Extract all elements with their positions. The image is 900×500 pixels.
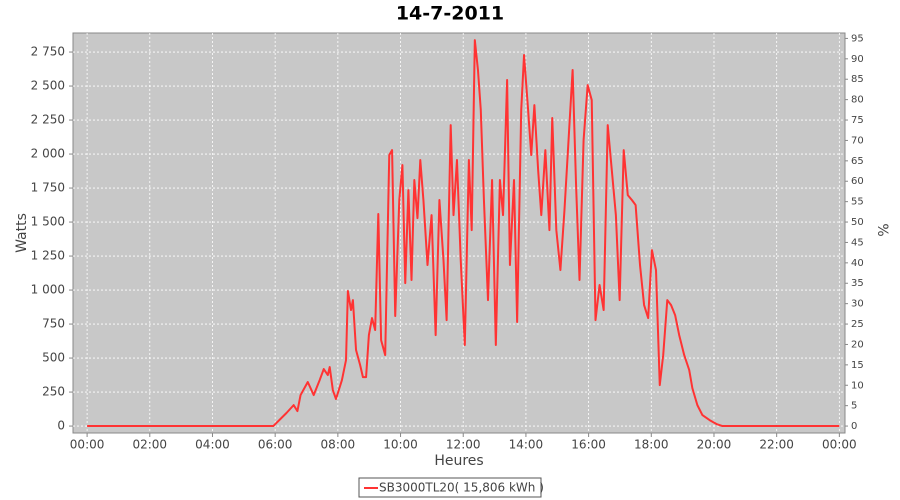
y2-tick-label: 70 (851, 135, 864, 146)
x-tick-label: 06:00 (258, 438, 293, 452)
x-tick-label: 12:00 (446, 438, 481, 452)
legend-box (358, 477, 542, 498)
x-tick-label: 02:00 (132, 438, 167, 452)
x-axis-label: Heures (434, 453, 483, 469)
y2-tick-label: 30 (851, 299, 864, 310)
y-tick-label: 2 750 (31, 45, 65, 59)
y2-tick-label: 75 (851, 115, 864, 126)
y2-tick-label: 0 (851, 421, 857, 432)
y2-tick-label: 95 (851, 33, 864, 44)
x-tick-label: 08:00 (321, 438, 356, 452)
x-tick-label: 20:00 (697, 438, 732, 452)
y2-tick-label: 60 (851, 176, 864, 187)
y2-tick-label: 10 (851, 380, 864, 391)
y-tick-label: 2 500 (31, 79, 65, 93)
y2-tick-label: 35 (851, 278, 864, 289)
x-tick-label: 18:00 (634, 438, 669, 452)
y2-tick-label: 85 (851, 74, 864, 85)
y-tick-label: 1 000 (31, 283, 65, 297)
y2-tick-label: 50 (851, 217, 864, 228)
x-tick-label: 22:00 (759, 438, 794, 452)
x-tick-label: 16:00 (571, 438, 606, 452)
y-tick-label: 250 (42, 385, 65, 399)
x-tick-label: 14:00 (509, 438, 544, 452)
y2-axis-label: % (874, 223, 890, 236)
y2-tick-label: 65 (851, 156, 864, 167)
y-tick-label: 500 (42, 351, 65, 365)
y2-tick-label: 20 (851, 339, 864, 350)
y-tick-label: 1 250 (31, 249, 65, 263)
y-tick-label: 2 250 (31, 113, 65, 127)
y-tick-label: 2 000 (31, 147, 65, 161)
chart-title: 14-7-2011 (396, 3, 504, 25)
y2-tick-label: 55 (851, 197, 864, 208)
y2-tick-label: 45 (851, 237, 864, 248)
x-tick-label: 00:00 (70, 438, 105, 452)
legend: SB3000TL20( 15,806 kWh ) (358, 477, 544, 498)
y2-tick-label: 40 (851, 258, 864, 269)
data-line (87, 39, 840, 428)
x-tick-label: 00:00 (822, 438, 857, 452)
y-tick-label: 0 (57, 419, 65, 433)
y2-tick-label: 80 (851, 95, 864, 106)
y-tick-label: 1 750 (31, 181, 65, 195)
y-tick-label: 750 (42, 317, 65, 331)
y2-tick-label: 15 (851, 360, 864, 371)
y-tick-label: 1 500 (31, 215, 65, 229)
y2-tick-label: 25 (851, 319, 864, 330)
legend-label: SB3000TL20( 15,806 kWh ) (379, 481, 544, 495)
y2-tick-label: 5 (851, 401, 857, 412)
x-tick-label: 04:00 (195, 438, 230, 452)
x-tick-label: 10:00 (383, 438, 418, 452)
y-axis-label: Watts (14, 213, 30, 253)
y2-tick-label: 90 (851, 54, 864, 65)
